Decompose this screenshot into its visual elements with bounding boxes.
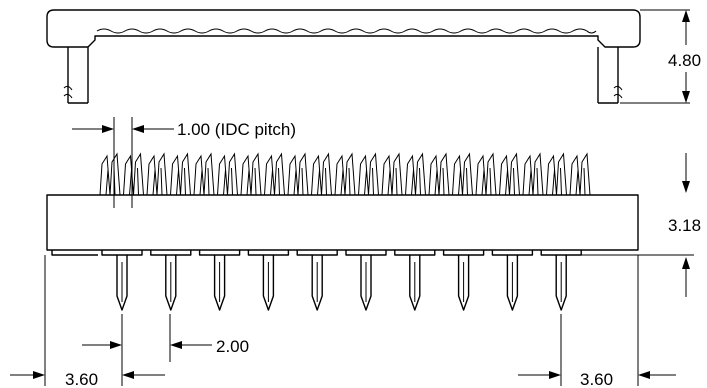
idc-contact	[500, 154, 520, 195]
dimension-label-idc-pitch: 1.00 (IDC pitch)	[177, 120, 296, 139]
idc-contact	[147, 154, 167, 195]
cover-left-leg	[64, 47, 88, 103]
idc-contact	[406, 154, 426, 195]
cover-wavy-edge	[97, 29, 596, 33]
idc-contact	[218, 154, 238, 195]
dimension-label-edge-offset-right: 3.60	[580, 370, 613, 388]
dimension-pin-pitch: 2.00	[82, 314, 249, 362]
pin-row	[117, 255, 566, 310]
dimension-edge-offset-right: 3.60	[518, 255, 676, 388]
dimension-label-pin-pitch: 2.00	[216, 337, 249, 356]
cover-right-leg	[598, 47, 622, 103]
dimension-label-edge-offset-left: 3.60	[65, 370, 98, 388]
idc-contact	[335, 154, 355, 195]
idc-contact-row	[100, 154, 590, 195]
idc-contact	[171, 154, 191, 195]
idc-contact	[100, 154, 120, 195]
dimension-label-body-height: 3.18	[668, 216, 701, 235]
idc-contact	[312, 154, 332, 195]
cover-top-view	[47, 10, 640, 103]
dimension-body-height: 3.18	[570, 153, 701, 297]
idc-contact	[547, 154, 567, 195]
idc-contact	[523, 154, 543, 195]
dimension-cover-height: 4.80	[620, 10, 701, 103]
dimension-label-cover-height: 4.80	[668, 51, 701, 70]
idc-contact	[476, 154, 496, 195]
connector-body	[47, 195, 638, 255]
connector-body-outline	[47, 195, 638, 250]
idc-contact	[453, 154, 473, 195]
idc-contact	[382, 154, 402, 195]
idc-contact	[429, 154, 449, 195]
idc-contact	[265, 154, 285, 195]
idc-contact	[241, 154, 261, 195]
body-standoffs	[52, 250, 581, 255]
idc-contact	[359, 154, 379, 195]
idc-contact	[288, 154, 308, 195]
dimension-edge-offset-left: 3.60	[10, 255, 165, 388]
cover-outline	[47, 10, 640, 47]
idc-contact	[194, 154, 214, 195]
idc-contact	[570, 154, 590, 195]
idc-contact	[124, 154, 144, 195]
